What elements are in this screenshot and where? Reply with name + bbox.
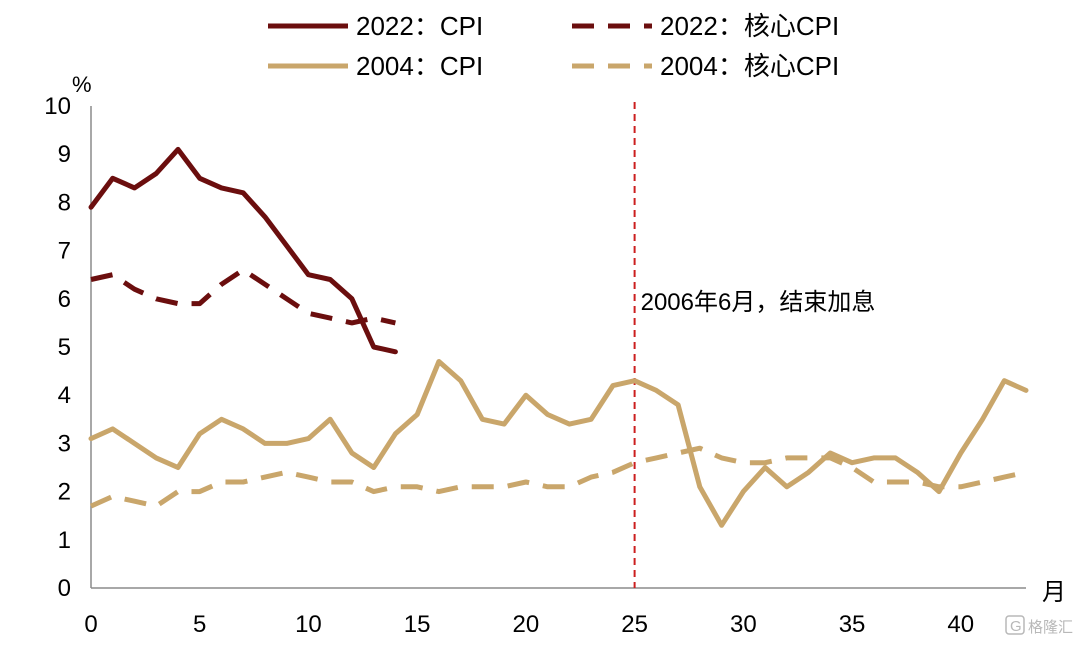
legend-item-2: 2022：核心CPI [572, 11, 839, 41]
y-tick-label: 8 [58, 189, 71, 216]
series-line-1 [88, 146, 398, 355]
legend-label: 2022：核心CPI [660, 11, 839, 41]
y-tick-label: 5 [58, 334, 71, 361]
y-tick-label: 0 [58, 575, 71, 602]
y-axis-unit-label: % [72, 72, 92, 97]
y-tick-label: 6 [58, 286, 71, 313]
series-lines [88, 146, 1029, 528]
x-tick-label: 15 [404, 611, 431, 638]
legend-label: 2022：CPI [356, 11, 483, 41]
legend: 2022：CPI 2022：核心CPI 2004：CPI 2004：核心CPI [268, 11, 839, 81]
axes: % 月 [72, 72, 1066, 606]
y-tick-label: 4 [58, 382, 71, 409]
x-tick-label: 30 [730, 611, 757, 638]
y-tick-label: 10 [44, 93, 71, 120]
annotation-label: 2006年6月，结束加息 [641, 289, 876, 316]
legend-label: 2004：CPI [356, 51, 483, 81]
series-line-2 [90, 267, 396, 326]
watermark: G 格隆汇 [1005, 615, 1073, 636]
x-tick-label: 10 [295, 611, 322, 638]
legend-item-1: 2022：CPI [268, 11, 483, 41]
x-tick-label: 20 [513, 611, 540, 638]
x-tick-label: 0 [84, 611, 97, 638]
watermark-logo-icon [1005, 615, 1025, 635]
annotation: 2006年6月，结束加息 [633, 102, 876, 588]
y-tick-label: 9 [58, 141, 71, 168]
y-tick-label: 7 [58, 238, 71, 265]
x-tick-label: 5 [193, 611, 206, 638]
series-line-3 [88, 359, 1029, 528]
series-line-4 [89, 445, 1027, 509]
tick-labels: 0 1 2 3 4 5 6 7 8 9 10 0 5 10 15 20 25 30 35 40 [44, 93, 974, 638]
y-tick-label: 1 [58, 527, 71, 554]
x-tick-label: 35 [839, 611, 866, 638]
legend-item-3: 2004：CPI [268, 51, 483, 81]
x-tick-label: 25 [621, 611, 648, 638]
y-tick-label: 3 [58, 430, 71, 457]
watermark-text: 格隆汇 [1028, 619, 1073, 636]
y-tick-label: 2 [58, 479, 71, 506]
x-axis-unit-label: 月 [1042, 579, 1066, 606]
legend-item-4: 2004：核心CPI [572, 51, 839, 81]
watermark-logo-glyph: G [1010, 618, 1022, 635]
x-tick-label: 40 [947, 611, 974, 638]
legend-label: 2004：核心CPI [660, 51, 839, 81]
